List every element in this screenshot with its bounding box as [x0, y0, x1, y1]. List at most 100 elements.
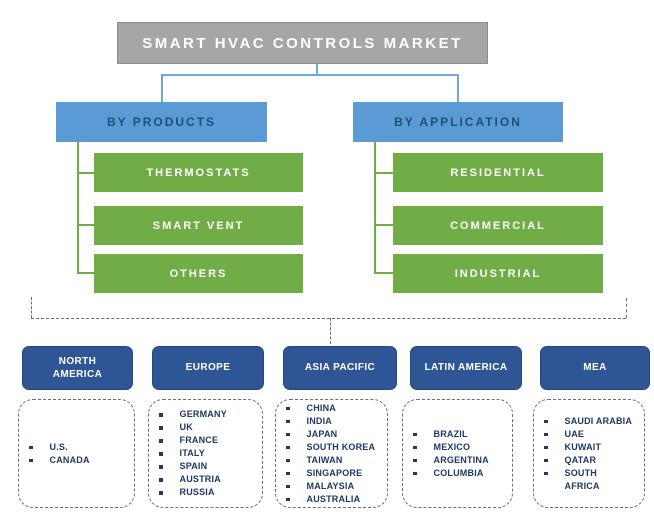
country-name: TAIWAN	[306, 454, 343, 465]
dashed-bracket-crossbar	[31, 318, 626, 319]
bullet-marker	[286, 445, 290, 449]
country-item: CHINA	[286, 402, 385, 415]
bullet-marker	[544, 432, 548, 436]
connector-application-stub-2	[374, 224, 393, 226]
country-name: UK	[179, 422, 193, 432]
country-item: MEXICO	[413, 441, 510, 454]
segment-node-commercial: COMMERCIAL	[393, 206, 603, 245]
region-label: EUROPE	[185, 362, 231, 374]
bullet-marker	[544, 419, 548, 423]
segment-label: THERMOSTATS	[146, 166, 251, 179]
country-name: CANADA	[49, 454, 90, 465]
segment-node-industrial: INDUSTRIAL	[393, 254, 603, 293]
country-item: KUWAIT	[544, 441, 642, 454]
country-item: COLUMBIA	[413, 467, 510, 480]
country-item: SAUDI ARABIA	[544, 415, 642, 428]
connector-products-stub-3	[77, 272, 94, 274]
bullet-marker	[544, 458, 548, 462]
bullet-marker	[159, 491, 163, 495]
country-name: QATAR	[564, 454, 597, 465]
country-item: SOUTH AFRICA	[544, 467, 642, 493]
connector-drop-products	[161, 74, 163, 102]
segment-node-residential: RESIDENTIAL	[393, 153, 603, 192]
bullet-marker	[159, 426, 163, 430]
country-list-box-mea: SAUDI ARABIA UAE KUWAIT QATAR SOUTH AFRI…	[533, 399, 645, 508]
region-node-europe: EUROPE	[152, 346, 264, 390]
branch-node-by-products: BY PRODUCTS	[56, 102, 267, 142]
bullet-marker	[413, 471, 417, 475]
segment-label: COMMERCIAL	[450, 219, 546, 232]
country-name: BRAZIL	[433, 428, 468, 439]
country-item: UK	[159, 421, 260, 434]
region-node-north-america: NORTH AMERICA	[22, 346, 133, 390]
country-list: U.S. CANADA	[19, 400, 134, 507]
segment-node-others: OTHERS	[94, 254, 303, 293]
region-label: ASIA PACIFIC	[304, 362, 376, 374]
segment-label: SMART VENT	[152, 219, 245, 232]
country-name: SINGAPORE	[306, 467, 363, 478]
dashed-bracket-center-drop	[330, 318, 331, 344]
region-node-asia-pacific: ASIA PACIFIC	[283, 346, 397, 390]
country-item: MALAYSIA	[286, 480, 385, 493]
bullet-marker	[286, 419, 290, 423]
connector-products-stub-2	[77, 224, 94, 226]
country-list: BRAZIL MEXICO ARGENTINA COLUMBIA	[403, 400, 512, 507]
dashed-bracket-left-stub	[31, 297, 32, 318]
country-item: RUSSIA	[159, 486, 260, 499]
branch-label: BY PRODUCTS	[106, 115, 217, 129]
country-name: SOUTH KOREA	[306, 441, 376, 452]
country-list-box-latin-america: BRAZIL MEXICO ARGENTINA COLUMBIA	[402, 399, 513, 508]
bullet-marker	[544, 445, 548, 449]
country-item: JAPAN	[286, 428, 385, 441]
segment-label: OTHERS	[169, 267, 228, 280]
country-list-box-europe: GERMANY UK FRANCE ITALY SPAIN AUSTRIA RU…	[148, 399, 263, 508]
country-list-box-north-america: U.S. CANADA	[18, 399, 135, 508]
country-list: CHINA INDIA JAPAN SOUTH KOREA TAIWAN SIN…	[276, 400, 387, 507]
country-name: JAPAN	[306, 428, 338, 439]
country-item: SOUTH KOREA	[286, 441, 385, 454]
bullet-marker	[286, 406, 290, 410]
country-name: SOUTH AFRICA	[564, 467, 600, 491]
bullet-marker	[159, 413, 163, 417]
country-item: INDIA	[286, 415, 385, 428]
country-name: FRANCE	[179, 435, 219, 445]
segment-label: RESIDENTIAL	[450, 166, 546, 179]
connector-products-spine	[77, 142, 79, 273]
bullet-marker	[286, 471, 290, 475]
connector-root-stem	[316, 64, 318, 75]
branch-node-by-application: BY APPLICATION	[353, 102, 563, 142]
country-item: ARGENTINA	[413, 454, 510, 467]
country-item: BRAZIL	[413, 428, 510, 441]
country-item: CANADA	[29, 454, 132, 467]
connector-application-stub-1	[374, 172, 393, 174]
region-label: MEA	[583, 362, 607, 374]
dashed-bracket-right-stub	[626, 298, 627, 318]
country-item: QATAR	[544, 454, 642, 467]
bullet-marker	[159, 439, 163, 443]
connector-products-stub-1	[77, 172, 94, 174]
country-name: CHINA	[306, 402, 336, 413]
bullet-marker	[29, 445, 33, 449]
country-name: AUSTRALIA	[306, 493, 361, 504]
country-name: INDIA	[306, 415, 332, 426]
bullet-marker	[159, 465, 163, 469]
country-item: AUSTRALIA	[286, 493, 385, 506]
country-list: SAUDI ARABIA UAE KUWAIT QATAR SOUTH AFRI…	[534, 400, 644, 507]
country-item: AUSTRIA	[159, 473, 260, 486]
country-list: GERMANY UK FRANCE ITALY SPAIN AUSTRIA RU…	[149, 400, 262, 507]
branch-label: BY APPLICATION	[394, 115, 522, 129]
country-name: COLUMBIA	[433, 467, 484, 478]
country-name: ITALY	[179, 448, 206, 458]
connector-drop-application	[457, 74, 459, 102]
connector-application-stub-3	[374, 272, 393, 274]
country-name: SPAIN	[179, 461, 208, 471]
country-item: FRANCE	[159, 434, 260, 447]
connector-root-crossbar	[161, 74, 458, 76]
bullet-marker	[413, 445, 417, 449]
country-item: ITALY	[159, 447, 260, 460]
bullet-marker	[286, 458, 290, 462]
region-node-latin-america: LATIN AMERICA	[410, 346, 522, 390]
country-item: SPAIN	[159, 460, 260, 473]
bullet-marker	[159, 452, 163, 456]
country-item: SINGAPORE	[286, 467, 385, 480]
